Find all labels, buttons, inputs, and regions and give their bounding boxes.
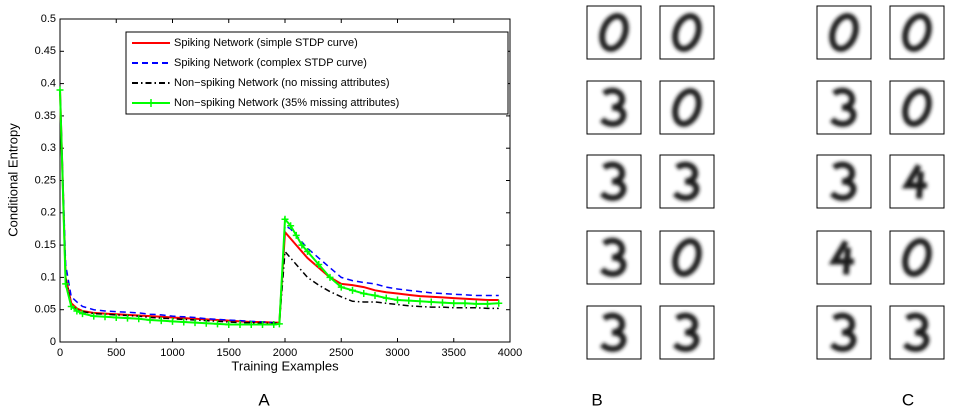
- legend-label: Non−spiking Network (35% missing attribu…: [174, 97, 399, 109]
- x-tick-label: 3500: [442, 347, 466, 359]
- panel-label: A: [258, 390, 270, 409]
- y-tick-label: 0.05: [35, 304, 56, 316]
- y-tick-label: 0.4: [41, 78, 56, 90]
- figure: Conditional Entropy Training Examples A …: [0, 0, 974, 412]
- x-tick-label: 3000: [385, 347, 409, 359]
- digit-images: [587, 6, 944, 359]
- x-tick-label: 1000: [160, 347, 184, 359]
- x-axis-label: Training Examples: [231, 358, 339, 373]
- y-tick-label: 0.25: [35, 174, 56, 186]
- y-axis-label: Conditional Entropy: [5, 123, 20, 237]
- y-tick-label: 0.15: [35, 239, 56, 251]
- y-tick-label: 0.1: [41, 271, 56, 283]
- panel-label: C: [902, 390, 914, 409]
- y-tick-label: 0: [50, 336, 56, 348]
- panel-label: B: [591, 390, 602, 409]
- x-tick-label: 2500: [329, 347, 353, 359]
- legend-label: Non−spiking Network (no missing attribut…: [174, 77, 390, 89]
- y-tick-label: 0.3: [41, 142, 56, 154]
- digit-frame: [890, 155, 944, 208]
- x-tick-label: 500: [107, 347, 125, 359]
- x-tick-label: 0: [57, 347, 63, 359]
- digit-frame: [817, 231, 871, 284]
- y-tick-label: 0.45: [35, 45, 56, 57]
- y-tick-label: 0.2: [41, 207, 56, 219]
- legend-label: Spiking Network (simple STDP curve): [174, 37, 358, 49]
- y-tick-label: 0.5: [41, 13, 56, 25]
- x-tick-label: 1500: [217, 347, 241, 359]
- legend-label: Spiking Network (complex STDP curve): [174, 57, 367, 69]
- y-tick-label: 0.35: [35, 110, 56, 122]
- x-tick-label: 2000: [273, 347, 297, 359]
- x-tick-label: 4000: [498, 347, 522, 359]
